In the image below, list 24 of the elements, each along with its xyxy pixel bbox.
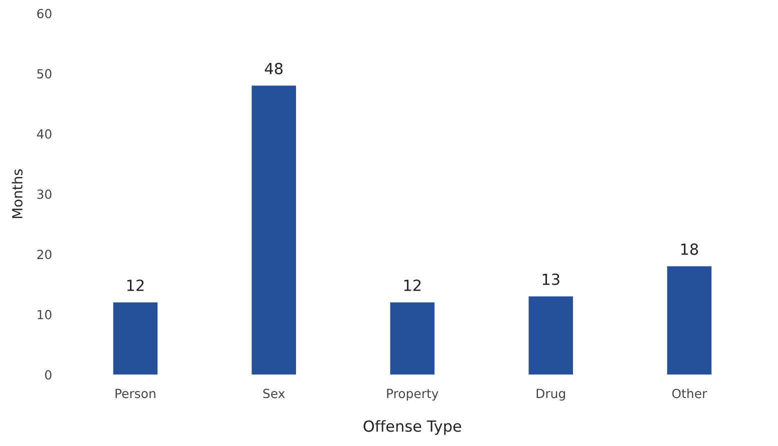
bar <box>390 302 434 375</box>
x-tick-label: Other <box>672 388 708 398</box>
data-label: 18 <box>681 243 698 255</box>
y-axis-title: Months <box>12 169 23 218</box>
x-tick-label: Property <box>387 388 438 401</box>
data-label: 12 <box>127 280 144 291</box>
x-axis-title: Offense Type <box>364 420 462 435</box>
y-tick-label: 10 <box>38 310 52 320</box>
bar <box>667 266 712 375</box>
bar <box>113 302 158 375</box>
y-tick-label: 50 <box>37 69 52 79</box>
data-label: 13 <box>542 274 560 286</box>
y-tick-label: 0 <box>45 370 52 380</box>
x-tick-label: Sex <box>263 388 285 398</box>
y-tick-label: 60 <box>37 8 52 18</box>
y-tick-label: 20 <box>37 250 52 260</box>
x-tick-label: Drug <box>536 388 565 401</box>
bar <box>252 86 296 375</box>
x-tick-label: Person <box>116 388 156 398</box>
data-label: 12 <box>404 280 421 291</box>
y-tick-label: 40 <box>36 129 52 139</box>
data-label: 48 <box>264 62 283 74</box>
bar <box>528 296 573 375</box>
y-tick-label: 30 <box>37 189 52 199</box>
